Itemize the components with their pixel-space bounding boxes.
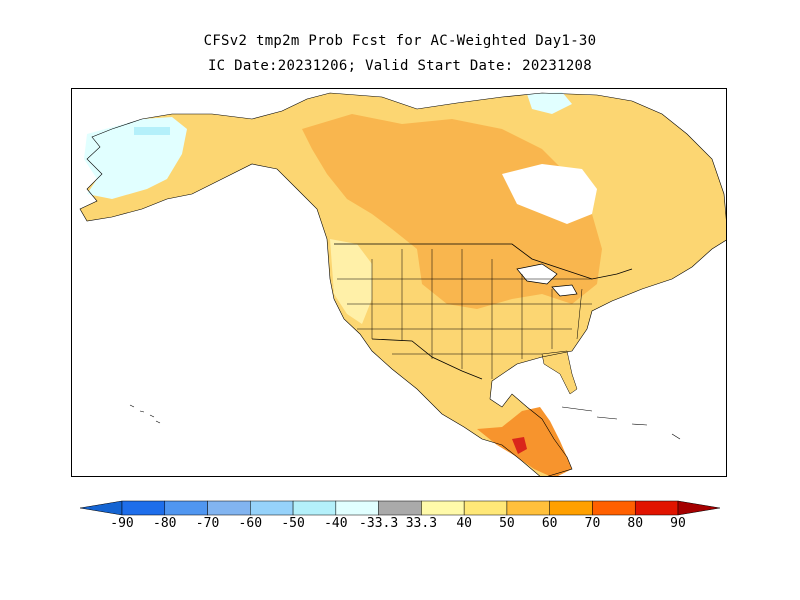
legend-tick-label: 50: [499, 516, 515, 531]
florida: [541, 350, 578, 395]
region-below-50-alaska: [134, 127, 170, 135]
legend-bin-7: [378, 500, 422, 516]
legend-bin-6: [335, 500, 379, 516]
legend-bin-1: [121, 500, 166, 516]
caribbean-islands: [561, 406, 681, 440]
legend-tick-label: 80: [627, 516, 644, 531]
legend-tick-label: 33.3: [405, 516, 438, 531]
legend-tick-label: 60: [541, 516, 558, 531]
legend-tick-label: 70: [584, 516, 601, 531]
region-above-50-60: [302, 114, 602, 309]
legend-bin-3: [207, 500, 251, 516]
hawaii: [129, 404, 161, 424]
legend-bin-5: [292, 500, 337, 516]
legend-tick-label: -40: [324, 516, 348, 531]
legend-tick-label: -80: [153, 516, 177, 531]
region-above-33-40: [330, 239, 372, 324]
legend-bin-13: [634, 500, 679, 516]
north-america-map: [79, 92, 726, 476]
us-canada-border: [334, 243, 633, 280]
region-below-40-50-alaska: [84, 117, 187, 199]
legend-bin-8: [421, 500, 465, 516]
legend-bin-2: [164, 500, 208, 516]
legend-bin-14: [677, 500, 720, 516]
legend-bin-12: [592, 500, 636, 516]
legend-tick-label: 40: [456, 516, 472, 531]
legend-tick-label: -33.3: [359, 516, 399, 531]
legend-bin-11: [549, 500, 593, 516]
legend-tick-label: 90: [670, 516, 686, 531]
legend-tick-label: -90: [110, 516, 134, 531]
coastline: [79, 92, 726, 476]
hudson-bay: [502, 164, 597, 224]
region-above-80-90: [512, 437, 527, 454]
map-panel: [71, 88, 727, 477]
chart-subtitle: IC Date:20231206; Valid Start Date: 2023…: [207, 58, 593, 74]
legend-tick-label: -60: [238, 516, 263, 531]
legend-bin-10: [506, 500, 550, 516]
legend-tick-label: -70: [195, 516, 220, 531]
legend-bin-9: [463, 500, 508, 516]
chart-title: CFSv2 tmp2m Prob Fcst for AC-Weighted Da…: [203, 33, 597, 49]
state-borders: [337, 249, 592, 379]
color-legend-bar: [80, 500, 720, 516]
legend-bin-4: [250, 500, 294, 516]
greenland-edge: [527, 92, 572, 114]
legend-tick-label: -50: [281, 516, 305, 531]
legend-bin-0: [80, 500, 123, 516]
